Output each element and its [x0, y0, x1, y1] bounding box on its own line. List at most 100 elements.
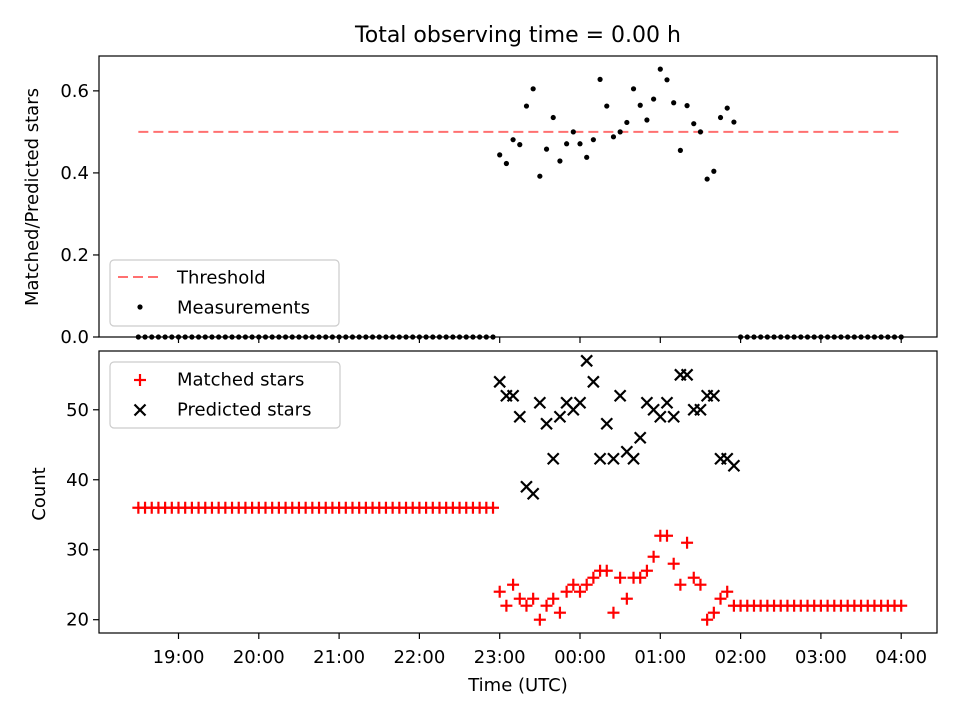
matched-point — [500, 599, 513, 612]
matched-point — [513, 592, 526, 605]
matched-point — [640, 564, 653, 577]
matched-point — [607, 606, 620, 619]
predicted-point — [580, 354, 593, 368]
predicted-point — [627, 452, 640, 466]
matched-point — [493, 585, 506, 598]
matched-legend-label: Matched stars — [177, 370, 304, 391]
ratio-y-tick-label: 0.4 — [60, 163, 89, 184]
matched-points — [132, 501, 908, 626]
measurement-point — [717, 114, 724, 121]
x-tick-label: 02:00 — [715, 647, 767, 668]
x-tick-label: 01:00 — [634, 647, 686, 668]
measurement-point — [510, 137, 516, 143]
matched-point — [540, 599, 553, 612]
count-legend: Matched stars Predicted stars — [109, 361, 341, 429]
measurement-point — [557, 158, 563, 164]
predicted-point — [660, 396, 674, 410]
predicted-point — [600, 417, 614, 431]
x-axis-label: Time (UTC) — [467, 675, 568, 696]
predicted-point — [694, 403, 707, 417]
predicted-point — [667, 410, 680, 424]
count-y-axis: 20 30 40 50 — [66, 400, 99, 631]
chart-title: Total observing time = 0.00 h — [354, 23, 681, 48]
matched-point — [707, 606, 720, 619]
matched-point — [614, 571, 627, 584]
matched-point — [634, 571, 647, 584]
matched-point — [620, 592, 633, 605]
measurement-point — [671, 100, 677, 106]
x-tick-label: 23:00 — [474, 647, 526, 668]
matched-point — [533, 613, 546, 626]
matched-point — [667, 557, 680, 570]
measurement-point — [637, 102, 643, 108]
predicted-point — [553, 410, 567, 424]
measurement-point — [503, 160, 509, 167]
measurement-point — [564, 141, 570, 147]
ratio-y-tick-label: 0.0 — [60, 327, 89, 348]
ratio-legend-box — [109, 259, 340, 327]
matched-point — [487, 501, 500, 514]
measurement-point — [724, 105, 730, 111]
predicted-point — [727, 459, 741, 473]
measurement-point — [684, 103, 690, 109]
measurement-point — [731, 119, 737, 125]
measurement-point — [584, 154, 590, 160]
measurement-point — [543, 146, 550, 152]
matched-point — [574, 585, 586, 598]
measurement-point — [697, 129, 704, 135]
count-y-tick-label: 30 — [66, 540, 89, 561]
count-y-tick-label: 20 — [66, 610, 89, 631]
ratio-y-axis-label: Matched/Predicted stars — [22, 88, 43, 306]
count-y-tick-label: 40 — [66, 470, 89, 491]
predicted-point — [533, 396, 547, 410]
measurement-point — [617, 129, 623, 135]
ratio-y-tick-label: 0.2 — [60, 245, 89, 266]
measurement-point — [597, 76, 603, 82]
matched-point — [527, 592, 540, 605]
x-tick-label: 19:00 — [153, 647, 205, 668]
count-legend-box — [109, 361, 341, 429]
measurement-point — [657, 66, 663, 72]
matched-point — [721, 585, 734, 598]
count-plot-frame — [98, 350, 938, 634]
predicted-point — [593, 452, 607, 466]
matched-point — [687, 571, 700, 584]
measurements-legend-label: Measurements — [177, 298, 310, 319]
predicted-point — [680, 368, 694, 382]
measurement-point — [523, 103, 530, 109]
ratio-legend: Threshold Measurements — [109, 259, 340, 327]
measurement-point — [630, 86, 637, 92]
predicted-point — [633, 431, 647, 445]
matched-point — [714, 592, 727, 605]
x-tick-label: 04:00 — [875, 647, 927, 668]
matched-point — [647, 550, 660, 563]
measurement-point — [644, 117, 650, 123]
x-tick-label: 22:00 — [393, 647, 445, 668]
predicted-point — [654, 410, 667, 424]
matched-point — [895, 599, 908, 612]
measurement-point — [704, 176, 710, 182]
predicted-point — [540, 417, 553, 431]
matched-point — [681, 536, 694, 549]
measurement-point — [610, 134, 617, 140]
measurement-point — [677, 147, 683, 153]
ratio-plot-frame — [98, 55, 938, 338]
predicted-legend-swatch — [133, 403, 147, 417]
matched-point — [674, 578, 687, 591]
ratio-y-axis: 0.0 0.2 0.4 0.6 — [60, 81, 99, 348]
matched-legend-swatch — [134, 374, 146, 386]
matched-point — [547, 592, 560, 605]
ratio-y-tick-label: 0.6 — [60, 81, 89, 102]
predicted-point — [607, 452, 620, 466]
measurement-point — [590, 137, 596, 143]
predicted-point — [613, 389, 627, 403]
measurement-point — [530, 86, 536, 92]
predicted-point — [707, 389, 721, 403]
measurement-point — [517, 142, 523, 148]
matched-point — [507, 578, 520, 591]
matched-point — [587, 571, 600, 584]
measurement-point — [550, 114, 556, 121]
x-tick-label: 20:00 — [233, 647, 285, 668]
matched-point — [580, 578, 593, 591]
